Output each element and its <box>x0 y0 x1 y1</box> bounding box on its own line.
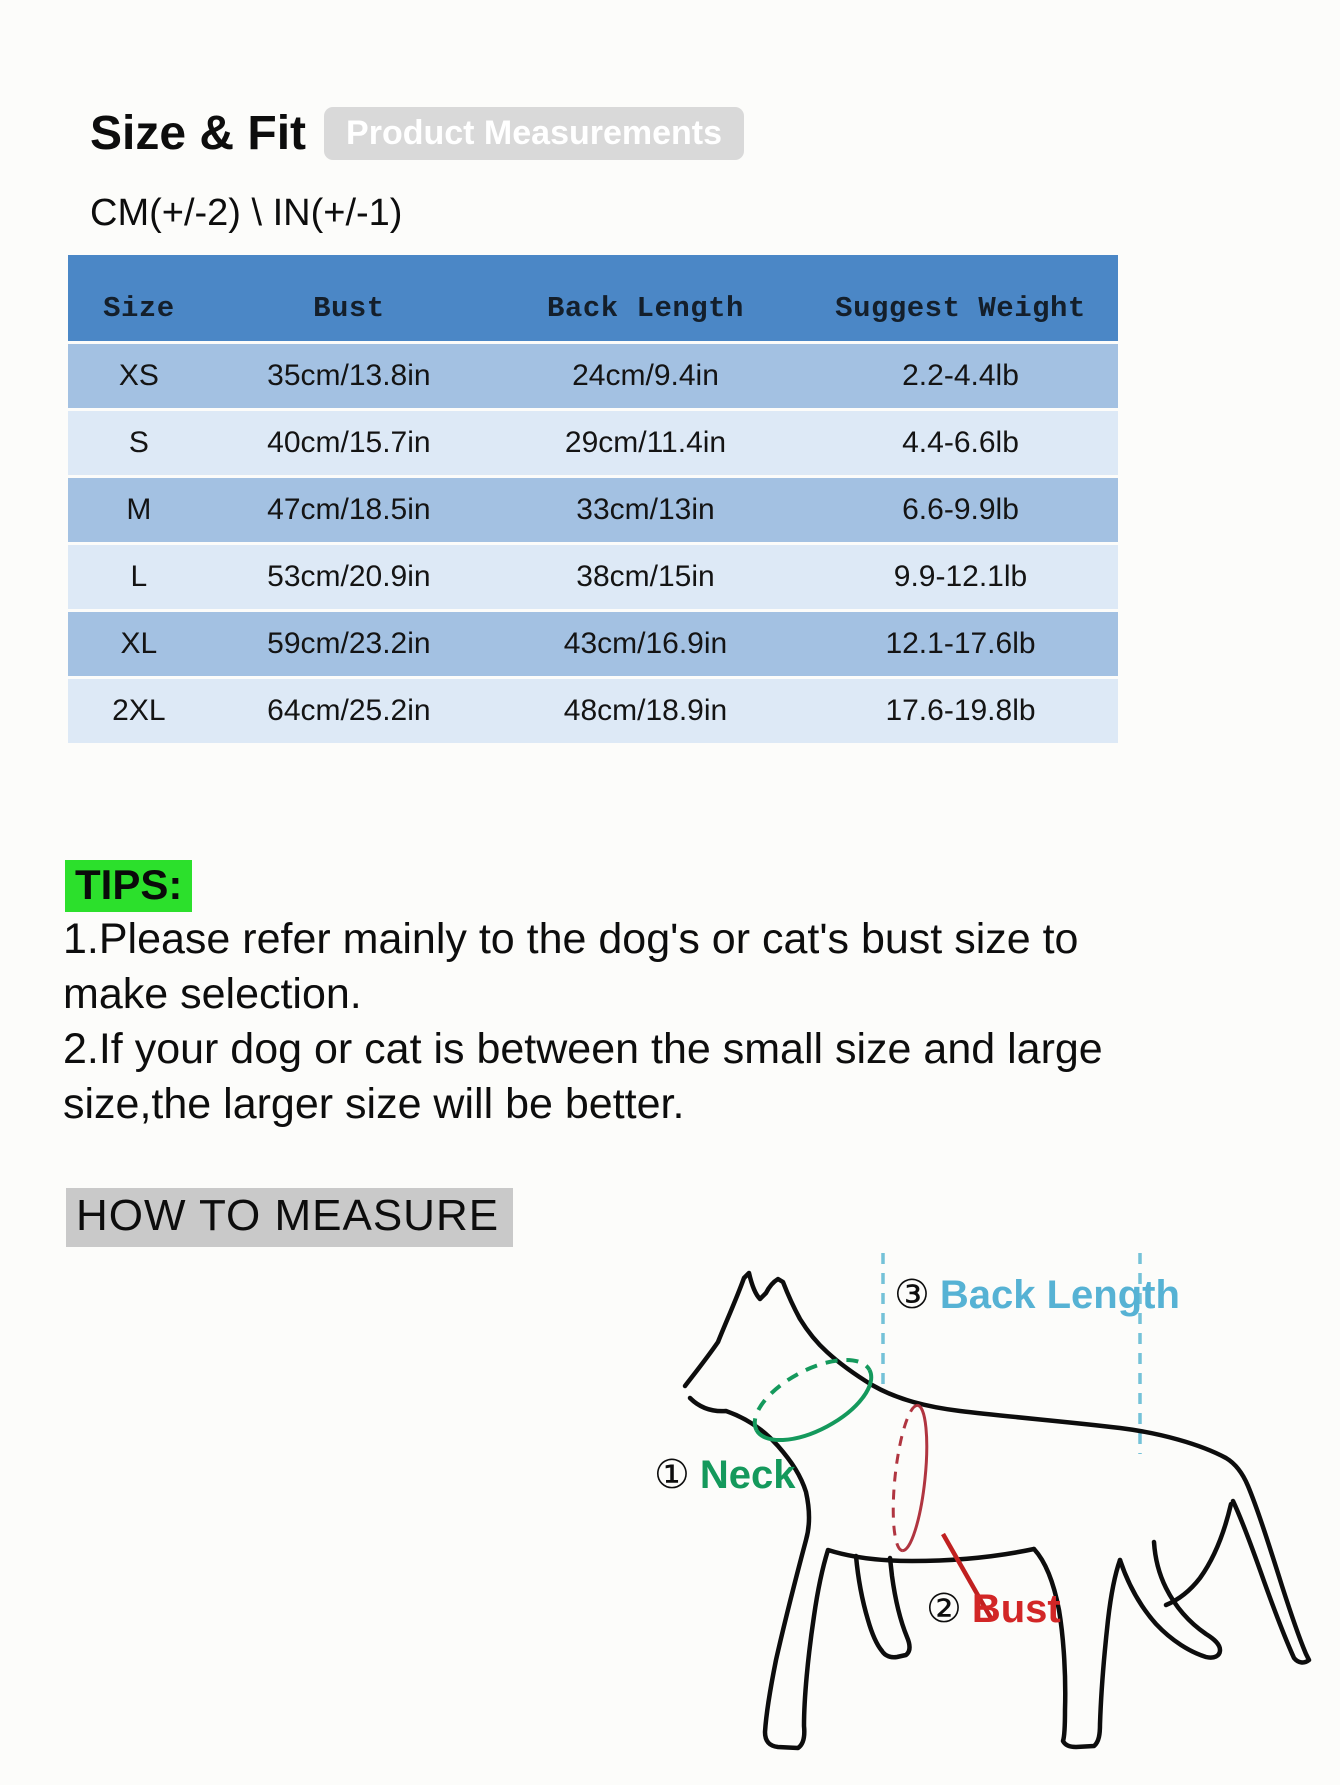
table-cell: 48cm/18.9in <box>563 694 728 727</box>
table-cell: 43cm/16.9in <box>563 627 728 660</box>
table-row: S 40cm/15.7in 29cm/11.4in 4.4-6.6lb <box>68 411 1118 475</box>
table-cell: 33cm/13in <box>576 493 715 526</box>
back-length-number: ③ <box>894 1272 930 1318</box>
table-cell: 9.9-12.1lb <box>893 560 1028 593</box>
table-cell: 35cm/13.8in <box>267 359 431 392</box>
table-cell: 38cm/15in <box>576 560 715 593</box>
bust-number: ② <box>926 1586 962 1632</box>
neck-number: ① <box>654 1452 690 1498</box>
dog-measure-illustration: ③ Back Length ① Neck ② Bust <box>654 1253 1312 1751</box>
table-cell: XS <box>118 359 159 392</box>
tip-item: 2.If your dog or cat is between the smal… <box>63 1025 1103 1128</box>
table-cell: 53cm/20.9in <box>267 560 431 593</box>
neck-measure-ellipse <box>752 1357 874 1443</box>
table-cell: XL <box>120 627 158 660</box>
unit-tolerance-note: CM(+/-2) \ IN(+/-1) <box>90 192 403 234</box>
column-header: Size <box>103 292 175 325</box>
column-header: Suggest Weight <box>835 292 1086 325</box>
table-cell: 24cm/9.4in <box>572 359 719 392</box>
table-cell: 4.4-6.6lb <box>902 426 1019 459</box>
neck-label: ① Neck <box>654 1452 796 1498</box>
page-title: Size & Fit <box>90 107 307 160</box>
title-row: Size & Fit Product Measurements <box>90 106 745 161</box>
table-cell: L <box>130 560 148 593</box>
measure-diagram: ③ Back Length ① Neck ② Bust <box>560 1248 1320 1782</box>
tip-item: 1.Please refer mainly to the dog's or ca… <box>63 915 1079 1018</box>
bust-pointer-line <box>941 1532 994 1622</box>
tips-text: 1.Please refer mainly to the dog's or ca… <box>63 912 1178 1132</box>
column-header: Bust <box>313 292 385 325</box>
table-row: XL 59cm/23.2in 43cm/16.9in 12.1-17.6lb <box>68 612 1118 676</box>
table-row: L 53cm/20.9in 38cm/15in 9.9-12.1lb <box>68 545 1118 609</box>
size-table: Size Bust Back Length Suggest Weight XS 35cm… <box>68 255 1118 743</box>
column-header: Back Length <box>547 292 744 325</box>
tips-badge: TIPS: <box>65 860 193 912</box>
how-to-measure-heading: HOW TO MEASURE <box>66 1188 514 1247</box>
table-cell: 40cm/15.7in <box>267 426 431 459</box>
table-cell: 2.2-4.4lb <box>902 359 1019 392</box>
table-cell: 6.6-9.9lb <box>902 493 1019 526</box>
table-cell: 59cm/23.2in <box>267 627 431 660</box>
table-row: M 47cm/18.5in 33cm/13in 6.6-9.9lb <box>68 478 1118 542</box>
table-cell: 29cm/11.4in <box>564 426 727 459</box>
size-table-header: Size Bust Back Length Suggest Weight <box>68 255 1118 341</box>
table-cell: 12.1-17.6lb <box>885 627 1036 660</box>
bust-label: ② Bust <box>926 1586 1061 1632</box>
table-cell: 64cm/25.2in <box>267 694 431 727</box>
back-length-label: ③ Back Length <box>894 1272 1180 1318</box>
table-cell: M <box>126 493 152 526</box>
table-cell: 17.6-19.8lb <box>885 694 1036 727</box>
bust-measure-ellipse <box>891 1403 929 1553</box>
table-row: 2XL 64cm/25.2in 48cm/18.9in 17.6-19.8lb <box>68 679 1118 743</box>
table-cell: 2XL <box>112 694 166 727</box>
size-table-body: XS 35cm/13.8in 24cm/9.4in 2.2-4.4lb S 40cm/15… <box>68 344 1118 743</box>
table-cell: 47cm/18.5in <box>267 493 431 526</box>
product-measurements-badge: Product Measurements <box>324 107 745 160</box>
table-cell: S <box>128 426 149 459</box>
table-row: XS 35cm/13.8in 24cm/9.4in 2.2-4.4lb <box>68 344 1118 408</box>
dog-outline <box>682 1270 1312 1751</box>
